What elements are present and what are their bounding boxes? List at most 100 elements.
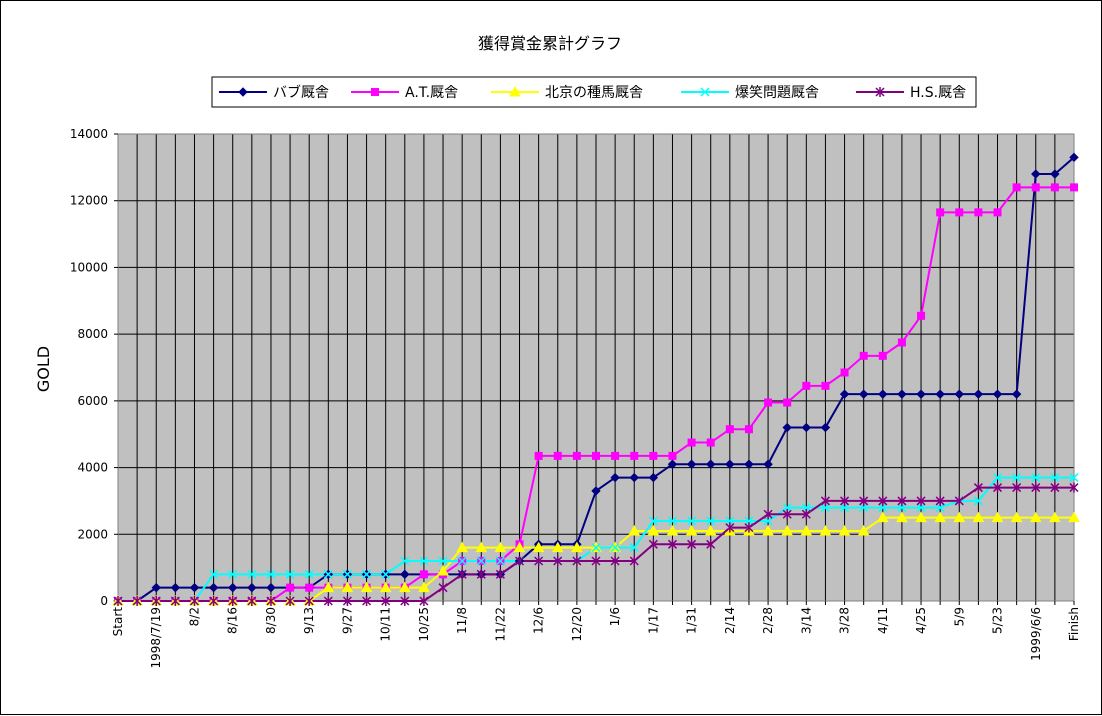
x-tick-label: 10/11 [379, 607, 393, 642]
data-point [725, 522, 735, 533]
data-point [744, 459, 754, 469]
data-point [857, 524, 870, 536]
data-point [360, 581, 373, 593]
data-point [668, 451, 677, 460]
data-point [534, 451, 543, 460]
x-tick-label: 4/11 [876, 607, 890, 634]
data-point [323, 569, 333, 579]
data-point [1012, 183, 1021, 192]
data-point [553, 451, 562, 460]
data-point [648, 539, 658, 550]
x-tick-label: 8/2 [187, 607, 201, 626]
data-point [744, 516, 754, 526]
data-point [476, 569, 486, 580]
data-point [838, 524, 851, 536]
data-point [132, 596, 142, 606]
data-point [494, 541, 507, 553]
data-point [1050, 183, 1059, 192]
data-point [897, 338, 906, 347]
data-point [591, 555, 601, 566]
data-point [189, 596, 200, 606]
x-tick-label: Start [111, 607, 125, 637]
data-point [897, 389, 907, 399]
data-point [706, 516, 716, 526]
data-point [859, 351, 868, 360]
data-point [228, 596, 238, 606]
data-point [419, 570, 428, 579]
data-point [762, 524, 774, 536]
data-point [954, 389, 964, 399]
data-point [266, 569, 276, 579]
x-tick-label: 1999/6/6 [1029, 607, 1043, 661]
data-point [1031, 473, 1041, 483]
data-point [1010, 511, 1023, 523]
data-point [551, 541, 564, 553]
data-point [437, 564, 449, 576]
data-point [647, 524, 660, 536]
data-point [725, 459, 735, 469]
data-point [954, 495, 964, 506]
data-point [764, 398, 773, 407]
data-point [591, 543, 601, 553]
data-point [381, 596, 391, 606]
data-point [896, 511, 908, 523]
data-point [763, 516, 773, 526]
data-point [228, 582, 238, 593]
data-point [228, 569, 238, 579]
data-point [592, 451, 600, 460]
data-point [610, 543, 620, 553]
data-point [247, 582, 257, 593]
data-point [858, 389, 869, 399]
data-point [438, 556, 448, 566]
data-point [495, 569, 505, 580]
data-point [379, 581, 392, 593]
data-point [802, 381, 811, 390]
data-point [993, 208, 1002, 217]
data-point [341, 581, 354, 593]
data-point [1069, 152, 1079, 163]
x-tick-label: Finish [1067, 607, 1081, 641]
data-point [514, 555, 525, 566]
data-point [247, 569, 257, 579]
data-point [649, 451, 658, 460]
data-point [611, 451, 620, 460]
data-point [782, 422, 792, 433]
data-point [1031, 183, 1040, 192]
data-point [974, 208, 983, 217]
legend-label: バブ厩舎 [273, 84, 329, 101]
data-point [706, 459, 716, 469]
data-point [628, 524, 641, 536]
x-tick-label: 11/8 [455, 607, 469, 634]
data-point [916, 389, 926, 399]
data-point [686, 459, 697, 469]
data-point [685, 524, 698, 536]
data-point [992, 389, 1003, 399]
data-point [305, 583, 314, 592]
data-point [457, 556, 467, 566]
legend-marker [371, 88, 379, 96]
data-point [1012, 482, 1022, 493]
data-point [209, 596, 219, 606]
data-point [934, 511, 947, 523]
data-point [266, 596, 276, 606]
data-point [419, 596, 429, 606]
data-point [418, 581, 430, 593]
data-point [381, 569, 391, 579]
y-tick-label: 12000 [70, 194, 108, 208]
y-axis-label: GOLD [34, 346, 53, 392]
data-point [266, 582, 276, 593]
data-point [935, 495, 945, 506]
data-point [782, 503, 792, 513]
y-tick-label: 14000 [70, 127, 108, 141]
data-point [322, 581, 335, 593]
x-tick-label: 3/14 [799, 607, 813, 634]
data-point [532, 541, 545, 553]
data-point [666, 524, 679, 536]
x-tick-label: 10/25 [417, 607, 431, 642]
x-tick-label: 2/14 [723, 607, 737, 634]
legend-label: H.S.厩舎 [910, 85, 966, 101]
x-tick-label: 1998/7/19 [149, 607, 163, 669]
data-point [419, 556, 429, 566]
